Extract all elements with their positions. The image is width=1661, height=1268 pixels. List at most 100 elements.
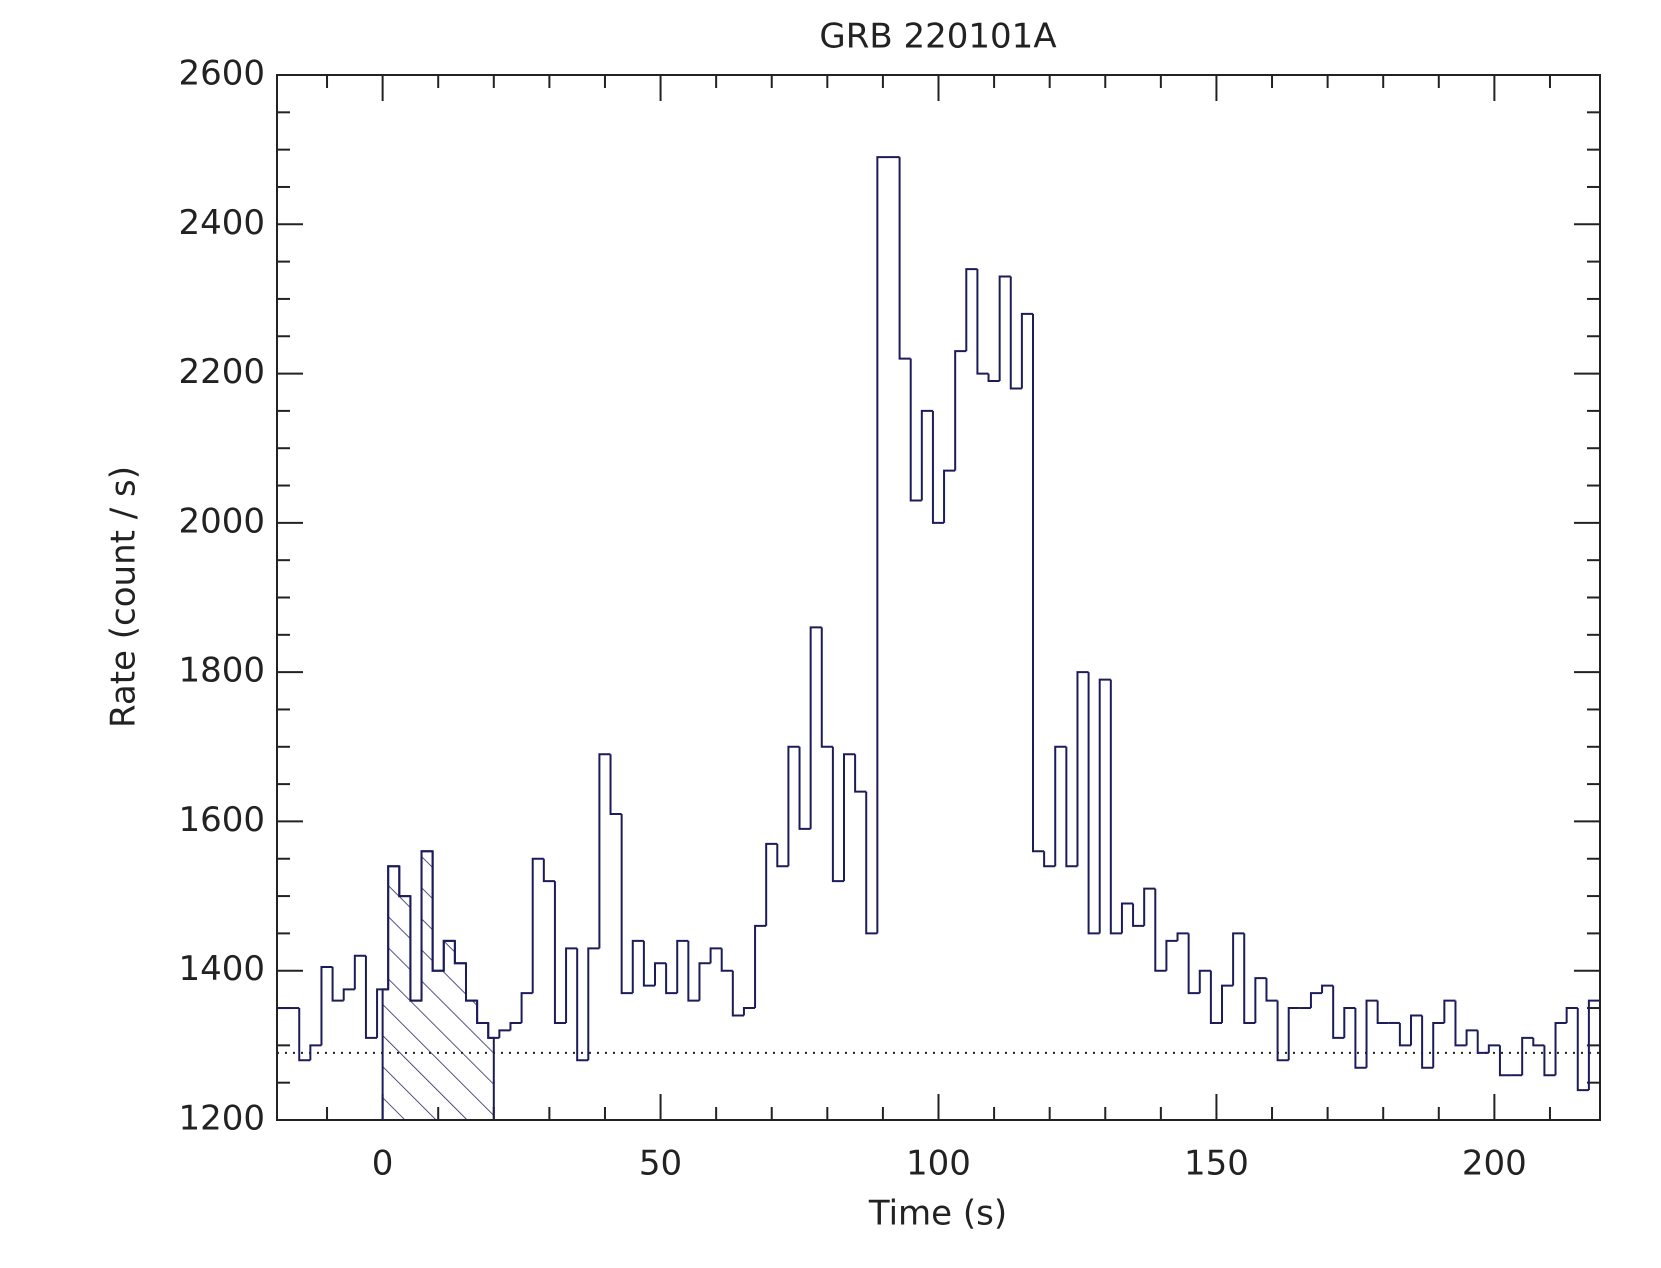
step bbox=[1587, 999, 1600, 1091]
step bbox=[1109, 679, 1122, 935]
step bbox=[1476, 1030, 1489, 1054]
step bbox=[654, 962, 667, 986]
step bbox=[342, 988, 355, 1001]
step bbox=[1020, 312, 1033, 389]
x-tick-label: 200 bbox=[1462, 1144, 1527, 1184]
step bbox=[1487, 1044, 1500, 1053]
step bbox=[398, 866, 411, 898]
step bbox=[487, 1022, 500, 1039]
step bbox=[731, 970, 744, 1017]
step bbox=[698, 962, 711, 1001]
step bbox=[798, 746, 811, 830]
step bbox=[331, 966, 344, 1002]
step bbox=[831, 746, 844, 883]
step bbox=[1132, 903, 1145, 927]
step bbox=[1209, 970, 1222, 1024]
step bbox=[1043, 851, 1056, 868]
step bbox=[576, 948, 589, 1062]
step bbox=[687, 940, 700, 1002]
y-axis-label: Rate (count / s) bbox=[104, 466, 144, 728]
step bbox=[1098, 678, 1111, 934]
step bbox=[1421, 1015, 1434, 1069]
step bbox=[620, 813, 633, 995]
step bbox=[1521, 1036, 1534, 1076]
step bbox=[1498, 1045, 1512, 1077]
step bbox=[531, 857, 544, 994]
step bbox=[843, 753, 856, 882]
step bbox=[965, 268, 978, 352]
step bbox=[1465, 1029, 1478, 1046]
x-axis-label: Time (s) bbox=[868, 1194, 1007, 1234]
step bbox=[1454, 1000, 1467, 1047]
step bbox=[909, 358, 922, 502]
step bbox=[476, 1000, 489, 1024]
step bbox=[776, 843, 789, 868]
step bbox=[1376, 1000, 1389, 1024]
step bbox=[1287, 1007, 1300, 1061]
step bbox=[720, 948, 733, 972]
y-tick-label: 1200 bbox=[178, 1099, 265, 1139]
step bbox=[1276, 1000, 1289, 1062]
step bbox=[353, 954, 366, 990]
y-tick-label: 2600 bbox=[178, 54, 265, 94]
step bbox=[1243, 933, 1256, 1024]
step bbox=[609, 754, 622, 815]
step bbox=[1176, 932, 1189, 941]
step bbox=[709, 947, 722, 964]
step bbox=[587, 947, 600, 1061]
step bbox=[1032, 313, 1045, 853]
step bbox=[1120, 902, 1134, 934]
step bbox=[1143, 887, 1156, 926]
y-tick-label: 2400 bbox=[178, 203, 265, 243]
step bbox=[876, 156, 889, 934]
step bbox=[1087, 672, 1100, 935]
step bbox=[1187, 933, 1200, 995]
step bbox=[387, 865, 400, 990]
step bbox=[1309, 992, 1323, 1009]
step bbox=[765, 842, 778, 926]
step bbox=[1343, 1007, 1356, 1038]
step bbox=[1332, 985, 1345, 1039]
step bbox=[1532, 1037, 1545, 1047]
step bbox=[520, 992, 533, 1023]
y-tick-label: 1800 bbox=[178, 651, 265, 691]
step bbox=[820, 627, 833, 748]
step bbox=[1221, 984, 1234, 1023]
step bbox=[1232, 932, 1245, 986]
step bbox=[1065, 746, 1078, 868]
step bbox=[376, 988, 389, 1038]
step bbox=[409, 896, 422, 1002]
step bbox=[320, 965, 333, 1046]
x-tick-label: 150 bbox=[1184, 1144, 1249, 1184]
step bbox=[1432, 1021, 1445, 1068]
step bbox=[931, 410, 945, 524]
step bbox=[298, 1008, 311, 1062]
step bbox=[987, 373, 1000, 383]
step bbox=[1009, 276, 1022, 390]
step bbox=[1565, 1007, 1578, 1023]
step bbox=[1543, 1045, 1556, 1077]
step bbox=[364, 955, 378, 1039]
step bbox=[1076, 671, 1089, 867]
step bbox=[787, 745, 800, 867]
step bbox=[1554, 1021, 1567, 1076]
step bbox=[1410, 1014, 1423, 1046]
y-tick-label: 1600 bbox=[178, 800, 265, 840]
step bbox=[1265, 978, 1278, 1002]
plot-frame bbox=[276, 74, 1601, 1121]
step bbox=[742, 1007, 756, 1016]
step bbox=[1054, 745, 1067, 867]
step bbox=[754, 924, 767, 1009]
x-tick-label: 100 bbox=[906, 1144, 971, 1184]
step bbox=[420, 850, 433, 1001]
step bbox=[1354, 1008, 1367, 1069]
x-tick-label: 0 bbox=[372, 1144, 394, 1184]
y-tick-label: 2000 bbox=[178, 501, 265, 541]
step bbox=[509, 1021, 522, 1031]
step bbox=[431, 851, 444, 972]
step bbox=[954, 350, 967, 471]
step bbox=[465, 963, 478, 1002]
step bbox=[665, 963, 678, 995]
